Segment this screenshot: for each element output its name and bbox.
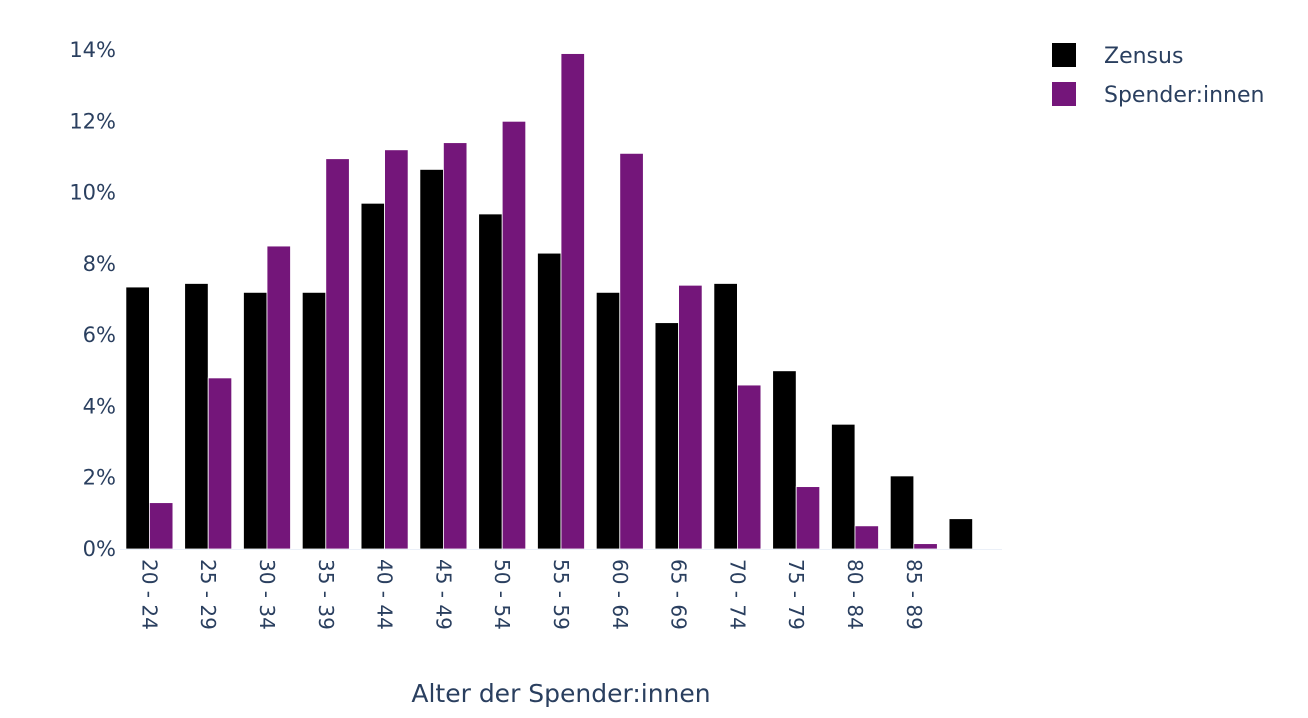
bar-spender-innen-12 bbox=[854, 525, 879, 550]
bar-spender-innen-8 bbox=[619, 152, 644, 550]
bar-zensus-10 bbox=[713, 283, 738, 550]
x-tick-label: 20 - 24 bbox=[137, 559, 161, 630]
legend-swatch bbox=[1052, 43, 1076, 67]
legend-label: Zensus bbox=[1104, 44, 1183, 69]
bar-zensus-1 bbox=[184, 283, 209, 550]
bar-zensus-3 bbox=[301, 291, 327, 550]
bar-zensus-2 bbox=[243, 291, 268, 550]
y-tick-label: 0% bbox=[83, 537, 116, 561]
legend-swatch bbox=[1052, 82, 1076, 106]
x-tick-label: 80 - 84 bbox=[843, 559, 867, 630]
bar-spender-innen-4 bbox=[384, 149, 409, 550]
x-tick-label: 30 - 34 bbox=[255, 559, 279, 630]
x-tick-label: 85 - 89 bbox=[902, 559, 926, 630]
bar-spender-innen-9 bbox=[678, 284, 703, 550]
bar-zensus-4 bbox=[360, 202, 385, 550]
x-tick-label: 35 - 39 bbox=[314, 559, 338, 630]
y-tick-label: 4% bbox=[83, 394, 116, 418]
y-tick-label: 10% bbox=[69, 181, 116, 205]
x-tick-label: 50 - 54 bbox=[490, 559, 514, 630]
bar-zensus-12 bbox=[831, 423, 856, 550]
bar-spender-innen-13 bbox=[913, 543, 938, 550]
y-tick-label: 6% bbox=[83, 323, 116, 347]
x-tick-label: 45 - 49 bbox=[431, 559, 455, 630]
x-tick-label: 65 - 69 bbox=[667, 559, 691, 630]
bar-zensus-14 bbox=[948, 518, 974, 550]
bar-zensus-7 bbox=[537, 252, 562, 550]
bar-spender-innen-0 bbox=[148, 502, 174, 550]
bar-zensus-13 bbox=[889, 475, 915, 550]
y-tick-label: 2% bbox=[83, 466, 116, 490]
y-tick-label: 14% bbox=[69, 38, 116, 62]
bar-zensus-9 bbox=[654, 322, 680, 550]
legend-label: Spender:innen bbox=[1104, 83, 1264, 108]
legend-item-zensus[interactable]: Zensus bbox=[1052, 43, 1183, 69]
bar-zensus-5 bbox=[419, 168, 444, 550]
bar-spender-innen-10 bbox=[737, 384, 762, 550]
x-tick-label: 55 - 59 bbox=[549, 559, 573, 630]
bar-zensus-0 bbox=[125, 286, 150, 550]
bar-zensus-8 bbox=[595, 291, 621, 550]
x-tick-label: 25 - 29 bbox=[196, 559, 220, 630]
bar-zensus-11 bbox=[772, 370, 797, 550]
bar-spender-innen-2 bbox=[266, 245, 291, 550]
y-tick-label: 8% bbox=[83, 252, 116, 276]
x-tick-label: 60 - 64 bbox=[608, 559, 632, 630]
bar-zensus-6 bbox=[478, 213, 503, 550]
bar-spender-innen-11 bbox=[795, 486, 821, 550]
bar-spender-innen-6 bbox=[501, 120, 527, 550]
bar-spender-innen-1 bbox=[207, 377, 233, 550]
x-axis-ticks: 20 - 24 25 - 29 30 - 34 35 - 39 40 - 44 45 - … bbox=[137, 559, 925, 630]
y-axis-ticks: 0% 2% 4% 6% 8% 10% 12% 14% bbox=[69, 38, 116, 561]
y-tick-label: 12% bbox=[69, 109, 116, 133]
bar-spender-innen-7 bbox=[560, 53, 585, 550]
x-tick-label: 70 - 74 bbox=[725, 559, 749, 630]
x-tick-label: 75 - 79 bbox=[784, 559, 808, 630]
x-tick-label: 40 - 44 bbox=[373, 559, 397, 630]
bar-spender-innen-5 bbox=[442, 142, 468, 550]
bar-spender-innen-3 bbox=[325, 158, 350, 550]
legend[interactable]: Zensus Spender:innen bbox=[1052, 43, 1264, 108]
bars bbox=[125, 53, 974, 550]
legend-item-spender-innen[interactable]: Spender:innen bbox=[1052, 82, 1264, 108]
x-axis-title: Alter der Spender:innen bbox=[411, 679, 710, 708]
